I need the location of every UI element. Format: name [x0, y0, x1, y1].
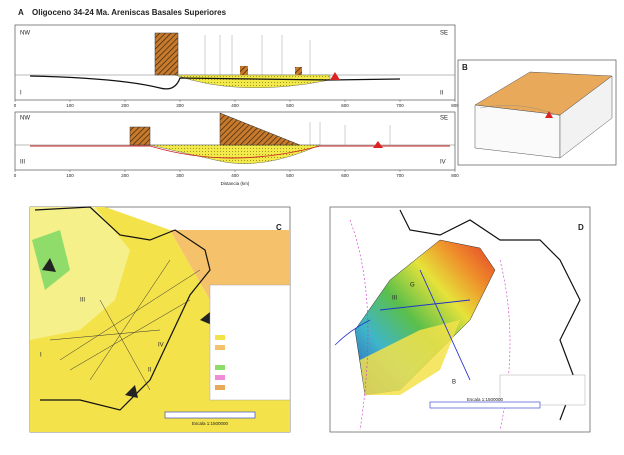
distance-ticks: 0 0 100 100 200 200 300 300 400 400 500 500 600 600 70…	[14, 100, 459, 178]
hatched-unit	[154, 32, 179, 76]
profile-line	[29, 75, 401, 90]
axis-title: Distancia (km)	[221, 181, 250, 186]
tick-label: 500	[286, 103, 294, 108]
direction-label: NW	[20, 116, 30, 122]
panel-label: C	[276, 223, 282, 232]
hatched-wedge	[219, 112, 301, 146]
cross-section-2: NW SE III IV Distancia (km)	[14, 111, 456, 186]
section-end-label: II	[440, 91, 444, 97]
tick-label: 800	[451, 103, 459, 108]
map-frame	[329, 206, 591, 433]
line-label: II	[148, 368, 152, 374]
well-marker	[330, 72, 340, 80]
tick-label: 700	[396, 103, 404, 108]
tick-label: 600	[341, 103, 349, 108]
cross-section-1: NW SE I II	[14, 24, 456, 101]
panel-label: D	[578, 223, 584, 232]
map-d: Escala 1:1500000 D III G B	[329, 206, 591, 433]
tick-label: 800	[451, 173, 459, 178]
line-label: G	[410, 283, 415, 289]
figure-title: Oligoceno 34-24 Ma. Areniscas Basales Su…	[32, 8, 227, 17]
panel-frame	[457, 59, 617, 166]
scale-label: Escala 1:1500000	[192, 421, 229, 426]
hatched-unit	[240, 66, 248, 75]
line-label: B	[452, 380, 456, 386]
tick-label: 200	[121, 173, 129, 178]
tick-label: 400	[231, 103, 239, 108]
section-end-label: I	[20, 91, 22, 97]
tick-label: 500	[286, 173, 294, 178]
line-label: IV	[158, 343, 164, 349]
profile-line	[30, 145, 450, 159]
scale-label: Escala 1:1500000	[467, 397, 504, 402]
tick-label: 300	[176, 103, 184, 108]
direction-label: SE	[440, 116, 448, 122]
tick-label: 100	[66, 173, 74, 178]
section-frame	[14, 24, 456, 101]
tick-label: 300	[176, 173, 184, 178]
section-end-label: IV	[440, 160, 446, 166]
tick-label: 0	[14, 173, 17, 178]
tick-label: 600	[341, 173, 349, 178]
line-label: I	[40, 353, 42, 359]
block-diagram: B	[457, 59, 617, 166]
panel-label: A	[18, 8, 24, 17]
tick-label: 700	[396, 173, 404, 178]
hatched-unit	[129, 126, 151, 146]
direction-label: SE	[440, 31, 448, 37]
map-c: Escala 1:1500000 C III IV II I	[29, 206, 291, 433]
tick-label: 400	[231, 173, 239, 178]
tick-label: 100	[66, 103, 74, 108]
section-end-label: III	[20, 160, 25, 166]
tick-label: 0	[14, 103, 17, 108]
well-marker	[373, 141, 383, 148]
sand-body	[174, 74, 331, 89]
tick-label: 200	[121, 103, 129, 108]
direction-label: NW	[20, 31, 30, 37]
panel-label: B	[462, 63, 468, 72]
sand-body	[149, 144, 321, 164]
line-label: III	[392, 296, 397, 302]
line-label: III	[80, 298, 85, 304]
hatched-unit	[295, 67, 302, 75]
